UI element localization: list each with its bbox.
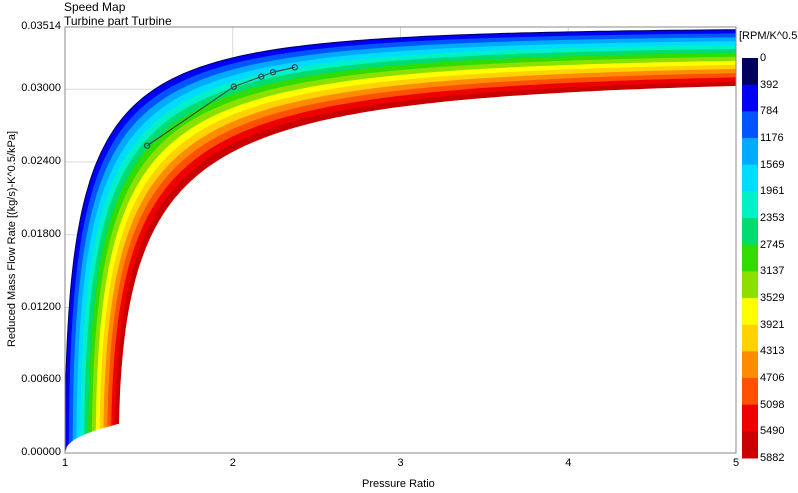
speed-band: [118, 85, 736, 454]
colorbar-tick-label: 3137: [760, 265, 785, 278]
x-tick-label: 1: [62, 457, 69, 469]
operating-point: [144, 142, 151, 149]
operating-point: [230, 83, 237, 90]
operating-point: [269, 69, 277, 76]
colorbar-swatch: [742, 244, 758, 272]
colorbar-tick-label: 5882: [760, 452, 785, 464]
colorbar-tick-label: 2353: [760, 212, 785, 224]
y-tick-label: 0.01200: [21, 300, 61, 313]
x-tick-label: 4: [565, 457, 572, 469]
y-tick-label: 0.01800: [21, 227, 61, 240]
y-tick-label: 0.00000: [21, 446, 61, 458]
colorbar-swatch: [742, 164, 758, 192]
colorbar-tick-label: 3529: [760, 292, 785, 304]
x-tick-label: 5: [733, 457, 740, 469]
chart-subtitle: Turbine part Turbine: [64, 14, 172, 28]
x-tick-label: 2: [229, 457, 236, 469]
colorbar-tick-label: 1176: [760, 132, 784, 144]
colorbar-tick-label: 4313: [760, 345, 785, 358]
colorbar-tick-label: 784: [760, 105, 779, 118]
colorbar-tick-label: 392: [760, 78, 779, 91]
colorbar-swatch: [742, 298, 758, 326]
plot-frame: [64, 26, 737, 454]
colorbar-tick-label: 3921: [760, 318, 785, 331]
colorbar-tick-label: 5490: [760, 425, 785, 438]
colorbar-swatch: [742, 378, 758, 406]
y-tick-label: 0.03000: [21, 82, 61, 95]
y-tick-label: 0.02400: [21, 155, 61, 168]
colorbar-swatch: [742, 404, 758, 432]
colorbar-swatch: [742, 58, 758, 86]
operating-point: [291, 64, 298, 71]
colorbar-swatch: [742, 431, 758, 459]
y-tick-label: 0.03514: [21, 20, 61, 32]
colorbar-swatch: [742, 84, 758, 112]
colorbar-tick-label: 5098: [760, 398, 785, 411]
operating-line: [146, 66, 295, 147]
colorbar-swatch: [742, 111, 758, 139]
map-lower-boundary: [65, 423, 123, 453]
x-tick-label: 3: [397, 457, 404, 469]
colorbar-tick-label: 2745: [760, 238, 785, 251]
y-tick-label: 0.00600: [21, 373, 61, 386]
colorbar-tick-label: 1961: [760, 185, 785, 198]
colorbar-tick-label: 1569: [760, 158, 785, 171]
colorbar-swatch: [742, 138, 758, 166]
operating-point: [258, 73, 265, 80]
y-axis-label: Reduced Mass Flow Rate [(kg/s)-K^0.5/kPa…: [6, 130, 18, 348]
colorbar-tick-label: 4706: [760, 372, 785, 384]
x-axis-label: Pressure Ratio: [362, 478, 435, 490]
colorbar-swatch: [742, 324, 758, 352]
colorbar-swatch: [742, 218, 758, 246]
colorbar-swatch: [742, 351, 758, 379]
chart-title: Speed Map: [64, 0, 126, 14]
colorbar-swatch: [742, 191, 758, 219]
colorbar-tick-label: 0: [760, 52, 767, 64]
colorbar-swatch: [742, 271, 758, 299]
colorbar-title: [RPM/K^0.5: [739, 30, 798, 42]
